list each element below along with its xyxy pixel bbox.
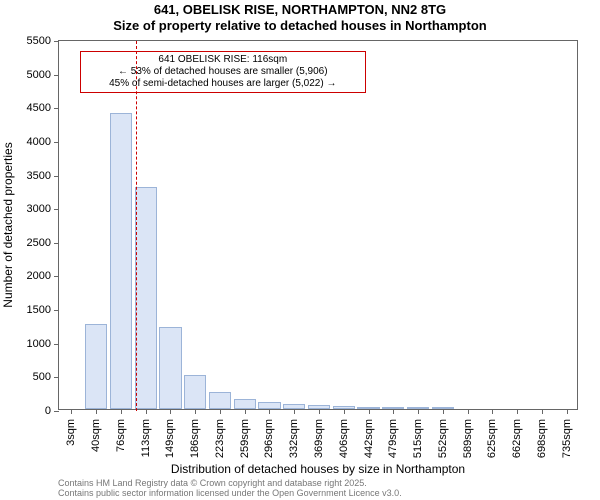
annotation-line: 641 OBELISK RISE: 116sqm <box>85 54 361 66</box>
x-tick-mark <box>393 409 394 414</box>
chart-title-line1: 641, OBELISK RISE, NORTHAMPTON, NN2 8TG <box>0 2 600 18</box>
x-tick-label: 223sqm <box>214 419 226 458</box>
histogram-bar <box>432 407 454 409</box>
y-tick-label: 1000 <box>27 338 59 350</box>
histogram-bar <box>308 405 330 409</box>
x-tick-mark <box>71 409 72 414</box>
y-tick-label: 5000 <box>27 69 59 81</box>
x-tick-mark <box>170 409 171 414</box>
annotation-callout: 641 OBELISK RISE: 116sqm← 53% of detache… <box>80 51 366 93</box>
x-tick-mark <box>96 409 97 414</box>
y-tick-label: 2500 <box>27 237 59 249</box>
x-tick-label: 479sqm <box>387 419 399 458</box>
x-tick-mark <box>220 409 221 414</box>
histogram-bar <box>357 407 379 409</box>
footer-line1: Contains HM Land Registry data © Crown c… <box>58 478 600 488</box>
x-tick-mark <box>492 409 493 414</box>
histogram-bar <box>234 399 256 409</box>
x-tick-mark <box>418 409 419 414</box>
histogram-bar <box>407 407 429 409</box>
y-tick-label: 4500 <box>27 102 59 114</box>
x-tick-mark <box>195 409 196 414</box>
x-tick-label: 332sqm <box>288 419 300 458</box>
x-tick-label: 149sqm <box>164 419 176 458</box>
y-axis-label: Number of detached properties <box>1 40 15 410</box>
x-tick-label: 735sqm <box>561 419 573 458</box>
x-tick-label: 3sqm <box>65 419 77 446</box>
x-tick-label: 369sqm <box>313 419 325 458</box>
x-tick-label: 515sqm <box>412 419 424 458</box>
histogram-bar <box>283 404 305 409</box>
x-tick-label: 259sqm <box>239 419 251 458</box>
chart-container: 641, OBELISK RISE, NORTHAMPTON, NN2 8TG … <box>0 0 600 500</box>
histogram-bar <box>135 187 157 409</box>
annotation-line: ← 53% of detached houses are smaller (5,… <box>85 66 361 78</box>
x-tick-label: 552sqm <box>437 419 449 458</box>
x-tick-label: 662sqm <box>511 419 523 458</box>
x-tick-label: 698sqm <box>536 419 548 458</box>
x-tick-mark <box>319 409 320 414</box>
y-tick-label: 2000 <box>27 270 59 282</box>
histogram-bar <box>85 324 107 409</box>
y-tick-label: 3000 <box>27 203 59 215</box>
x-tick-label: 406sqm <box>338 419 350 458</box>
x-tick-mark <box>245 409 246 414</box>
x-tick-label: 589sqm <box>462 419 474 458</box>
x-tick-label: 625sqm <box>486 419 498 458</box>
x-tick-label: 76sqm <box>115 419 127 452</box>
annotation-line: 45% of semi-detached houses are larger (… <box>85 78 361 90</box>
x-tick-label: 186sqm <box>189 419 201 458</box>
x-tick-mark <box>443 409 444 414</box>
x-tick-label: 296sqm <box>263 419 275 458</box>
x-tick-mark <box>369 409 370 414</box>
histogram-bar <box>382 407 404 409</box>
x-tick-mark <box>517 409 518 414</box>
x-tick-mark <box>468 409 469 414</box>
x-tick-mark <box>121 409 122 414</box>
y-tick-label: 3500 <box>27 170 59 182</box>
histogram-bar <box>209 392 231 409</box>
x-tick-label: 442sqm <box>363 419 375 458</box>
x-tick-mark <box>567 409 568 414</box>
y-tick-label: 4000 <box>27 136 59 148</box>
subject-property-marker <box>136 41 137 411</box>
footer-attribution: Contains HM Land Registry data © Crown c… <box>0 478 600 498</box>
x-tick-mark <box>269 409 270 414</box>
footer-line2: Contains public sector information licen… <box>58 488 600 498</box>
y-tick-label: 0 <box>45 405 59 417</box>
histogram-bar <box>159 327 181 409</box>
plot-area: 0500100015002000250030003500400045005000… <box>58 40 578 410</box>
y-tick-label: 5500 <box>27 35 59 47</box>
histogram-bar <box>184 375 206 409</box>
y-tick-label: 500 <box>33 371 59 383</box>
x-tick-mark <box>294 409 295 414</box>
histogram-bar <box>258 402 280 409</box>
x-tick-mark <box>146 409 147 414</box>
chart-title-line2: Size of property relative to detached ho… <box>0 18 600 34</box>
x-tick-mark <box>542 409 543 414</box>
x-tick-label: 40sqm <box>90 419 102 452</box>
histogram-bar <box>333 406 355 409</box>
histogram-bar <box>110 113 132 409</box>
y-tick-label: 1500 <box>27 304 59 316</box>
x-tick-mark <box>344 409 345 414</box>
x-tick-label: 113sqm <box>140 419 152 457</box>
x-axis-label: Distribution of detached houses by size … <box>58 462 578 476</box>
